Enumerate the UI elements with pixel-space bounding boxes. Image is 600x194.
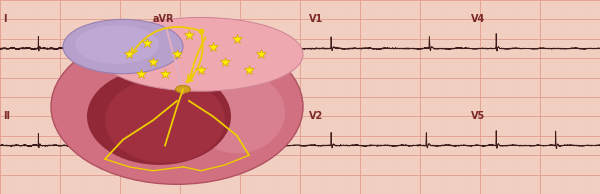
Text: V5: V5 [471, 111, 485, 121]
Ellipse shape [99, 17, 303, 91]
Ellipse shape [51, 29, 303, 184]
Ellipse shape [87, 68, 231, 165]
Text: II: II [3, 111, 10, 121]
Text: V2: V2 [309, 111, 323, 121]
Ellipse shape [105, 78, 225, 163]
Text: I: I [3, 14, 7, 24]
Ellipse shape [63, 19, 183, 74]
Text: aVR: aVR [153, 14, 175, 24]
Text: V1: V1 [309, 14, 323, 24]
Text: V4: V4 [471, 14, 485, 24]
Ellipse shape [75, 25, 159, 64]
Ellipse shape [176, 85, 191, 93]
Ellipse shape [189, 72, 285, 153]
